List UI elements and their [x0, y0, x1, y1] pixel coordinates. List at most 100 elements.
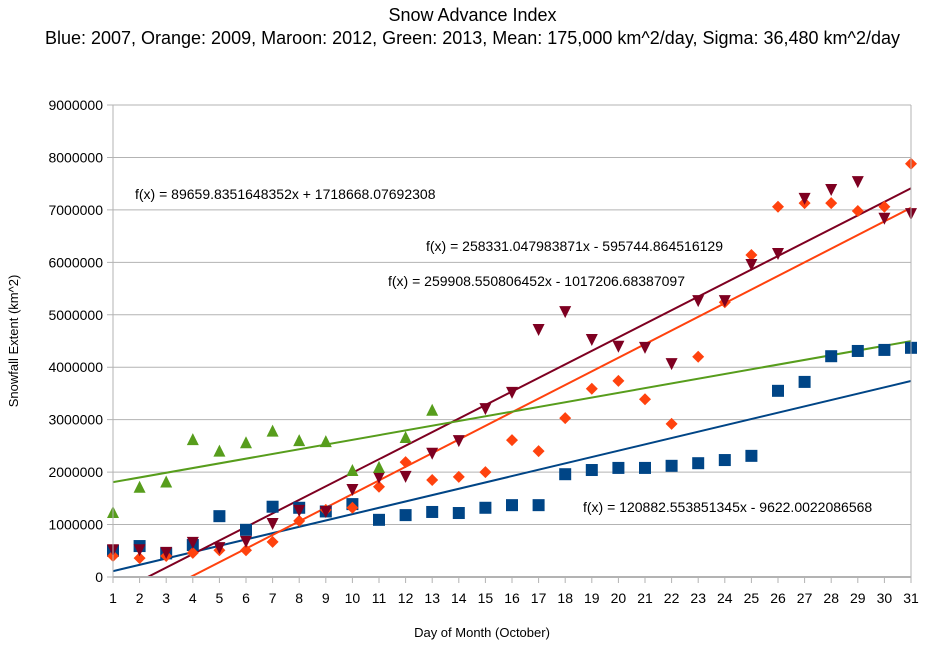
data-point [639, 341, 651, 354]
data-point [426, 473, 439, 486]
data-point [585, 464, 598, 477]
data-point [186, 536, 199, 549]
x-tick-label: 22 [664, 590, 680, 606]
data-point [319, 435, 332, 448]
data-point [532, 445, 545, 458]
y-tick-label: 9000000 [48, 97, 103, 113]
x-tick-label: 13 [424, 590, 440, 606]
data-point [612, 340, 625, 353]
data-point [319, 505, 332, 518]
data-point [479, 501, 492, 514]
data-point [373, 480, 385, 493]
data-point [133, 552, 146, 565]
data-point [665, 417, 678, 430]
data-point [240, 523, 252, 536]
data-point [585, 382, 598, 395]
y-tick-label: 8000000 [48, 149, 103, 165]
y-tick-label: 7000000 [48, 202, 103, 218]
series-2012 [107, 176, 917, 559]
data-point [293, 504, 306, 517]
data-point [266, 535, 279, 548]
data-point [878, 212, 891, 225]
data-point [452, 470, 465, 483]
data-point [346, 464, 359, 477]
data-point [160, 546, 173, 559]
x-tick-label: 17 [531, 590, 547, 606]
trendline-2007 [113, 380, 911, 573]
data-point [692, 350, 705, 363]
x-tick-label: 19 [584, 590, 600, 606]
data-point [426, 447, 439, 460]
data-point [745, 248, 758, 261]
data-point [665, 459, 678, 472]
x-tick-label: 31 [903, 590, 919, 606]
series-2007 [107, 341, 917, 560]
x-tick-label: 18 [557, 590, 573, 606]
chart-title: Snow Advance Index [388, 5, 557, 25]
x-tick-label: 10 [345, 590, 361, 606]
data-point [266, 518, 279, 531]
data-point [772, 384, 784, 397]
x-tick-label: 16 [504, 590, 520, 606]
data-point [825, 350, 838, 363]
data-point [506, 499, 518, 512]
data-point [452, 435, 465, 448]
data-point [373, 460, 385, 473]
data-point [745, 258, 758, 271]
data-point [399, 470, 412, 483]
data-point [213, 542, 226, 555]
data-point [772, 200, 784, 213]
data-point [186, 546, 199, 559]
y-tick-label: 5000000 [48, 307, 103, 323]
trendline-2013 [113, 340, 911, 484]
data-point [825, 197, 838, 210]
data-point [692, 295, 705, 308]
data-point [878, 200, 891, 213]
data-point [532, 499, 545, 512]
data-point [346, 483, 359, 496]
data-point [798, 192, 811, 205]
x-tick-label: 11 [372, 590, 387, 606]
x-tick-label: 15 [478, 590, 494, 606]
data-point [479, 403, 492, 416]
data-point [266, 500, 279, 513]
data-point [133, 480, 146, 493]
data-point [399, 456, 412, 469]
data-point [506, 386, 518, 399]
data-point [851, 176, 864, 189]
data-point [878, 343, 891, 356]
x-tick-label: 12 [398, 590, 414, 606]
data-point [213, 444, 226, 457]
chart-subtitle: Blue: 2007, Orange: 2009, Maroon: 2012, … [44, 28, 901, 48]
x-tick-label: 1 [109, 590, 117, 606]
data-point [585, 333, 598, 346]
data-points [107, 157, 917, 565]
x-tick-label: 29 [850, 590, 866, 606]
data-point [293, 434, 306, 447]
x-tick-label: 14 [451, 590, 467, 606]
data-point [399, 430, 412, 443]
data-point [373, 513, 385, 526]
data-point [559, 412, 572, 425]
data-point [213, 510, 226, 523]
trendline-equation-2007: f(x) = 120882.553851345x - 9622.00220865… [583, 499, 872, 515]
x-tick-label: 25 [744, 590, 760, 606]
x-tick-label: 4 [189, 590, 197, 606]
data-point [559, 468, 572, 481]
y-tick-label: 2000000 [48, 464, 103, 480]
trendline-equation-2013: f(x) = 89659.8351648352x + 1718668.07692… [135, 186, 436, 202]
x-tick-label: 23 [690, 590, 706, 606]
axes [112, 105, 912, 583]
data-point [186, 433, 199, 446]
data-point [665, 358, 678, 371]
data-point [639, 461, 651, 474]
x-tick-label: 3 [162, 590, 170, 606]
x-tick-label: 21 [637, 590, 653, 606]
data-point [373, 471, 385, 484]
data-point [745, 449, 758, 462]
x-tick-label: 26 [770, 590, 786, 606]
y-axis-title: Snowfall Extent (km^2) [6, 275, 21, 408]
data-point [772, 247, 784, 260]
data-point [612, 374, 625, 387]
